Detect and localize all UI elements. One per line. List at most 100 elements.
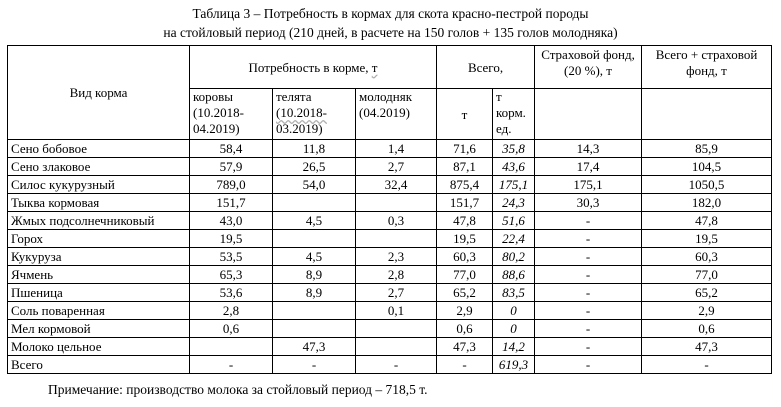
cell-grand-total: 47,8 — [641, 211, 773, 230]
cell-feed-name: Жмых подсолнечниковый — [7, 211, 190, 230]
cell-calves: 11,8 — [272, 139, 356, 158]
cell-feed-name: Сено бобовое — [7, 139, 190, 158]
table-row: Силос кукурузный 789,0 54,0 32,4 875,4 175,1 1… — [7, 175, 773, 194]
cell-total: 87,1 — [436, 157, 493, 176]
cell-feed-name: Молоко цельное — [7, 337, 190, 356]
cell-feed-units: 0 — [491, 319, 536, 338]
header-young: молодняк (04.2019) — [355, 88, 437, 140]
cell-cows: 53,6 — [189, 283, 273, 302]
cell-grand-total: 1050,5 — [641, 175, 773, 194]
cell-cows: 58,4 — [189, 139, 273, 158]
cell-calves — [272, 319, 356, 338]
header-need-group-label: Потребность в корме, — [248, 59, 372, 75]
cell-reserve: - — [534, 229, 643, 248]
cell-young: 32,4 — [355, 175, 437, 194]
cell-feed-name: Горох — [7, 229, 190, 248]
cell-calves: 54,0 — [272, 175, 356, 194]
cell-total: 151,7 — [436, 193, 493, 212]
header-cows-label: коровы — [193, 89, 234, 105]
cell-total: 77,0 — [436, 265, 493, 284]
cell-cows: 53,5 — [189, 247, 273, 266]
cell-feed-units: 175,1 — [491, 175, 536, 194]
table-row: Молоко цельное 47,3 47,3 14,2-47,3 — [7, 337, 773, 356]
cell-feed-units: 0 — [491, 301, 536, 320]
header-calves: телята (10.2018- 03.2019) — [272, 88, 356, 140]
cell-cows: 151,7 — [189, 193, 273, 212]
cell-feed-units: 35,8 — [491, 139, 536, 158]
table-row: Сено злаковое 57,9 26,5 2,7 87,1 43,6 17,4 104,… — [7, 157, 773, 176]
cell-grand-total: 60,3 — [641, 247, 773, 266]
header-reserve: Страховой фонд, (20 %), т — [534, 45, 643, 89]
cell-reserve: - — [534, 247, 643, 266]
table-row: Сено бобовое 58,4 11,8 1,4 71,6 35,8 14,3 85,9 — [7, 139, 773, 158]
cell-grand-total: 104,5 — [641, 157, 773, 176]
cell-cows: - — [189, 355, 273, 374]
cell-feed-name: Ячмень — [7, 265, 190, 284]
table-row: Кукуруза 53,5 4,5 2,3 60,3 80,2-60,3 — [7, 247, 773, 266]
cell-cows: 65,3 — [189, 265, 273, 284]
cell-feed-name: Сено злаковое — [7, 157, 190, 176]
cell-feed-units: 22,4 — [491, 229, 536, 248]
cell-calves: 47,3 — [272, 337, 356, 356]
cell-reserve: - — [534, 211, 643, 230]
table-row: Пшеница 53,6 8,9 2,7 65,2 83,5-65,2 — [7, 283, 773, 302]
cell-feed-units: 43,6 — [491, 157, 536, 176]
cell-feed-units: 24,3 — [491, 193, 536, 212]
feed-requirements-table: Вид корма Потребность в корме, т Всего, … — [7, 45, 773, 374]
table-row: Горох 19,5 19,5 22,4-19,5 — [7, 229, 773, 248]
cell-young — [355, 337, 437, 356]
header-cows: коровы (10.2018-04.2019) — [189, 88, 273, 140]
table-row: Тыква кормовая 151,7 151,7 24,3 30,3 182,0 — [7, 193, 773, 212]
cell-young: - — [355, 355, 437, 374]
cell-feed-name: Силос кукурузный — [7, 175, 190, 194]
header-reserve-empty — [534, 88, 643, 140]
cell-grand-total: 2,9 — [641, 301, 773, 320]
cell-cows — [189, 337, 273, 356]
cell-feed-units: 619,3 — [491, 355, 536, 374]
table-row: Мел кормовой 0,6 0,6 0-0,6 — [7, 319, 773, 338]
cell-young: 2,7 — [355, 283, 437, 302]
cell-young: 0,3 — [355, 211, 437, 230]
cell-reserve: 17,4 — [534, 157, 643, 176]
header-need-group: Потребность в корме, т — [189, 45, 437, 89]
header-calves-label: телята — [276, 89, 312, 105]
cell-young: 2,3 — [355, 247, 437, 266]
cell-grand-total: - — [641, 355, 773, 374]
table-row: Ячмень 65,3 8,9 2,8 77,0 88,6-77,0 — [7, 265, 773, 284]
table-caption: Таблица 3 – Потребность в кормах для ско… — [0, 4, 781, 42]
header-cows-period: (10.2018-04.2019) — [193, 105, 244, 136]
caption-line-2: на стойловый период (210 дней, в расчете… — [163, 25, 618, 40]
cell-reserve: - — [534, 283, 643, 302]
header-total-t: т — [436, 88, 493, 140]
header-calves-period-end: 03.2019) — [276, 121, 323, 136]
header-total-feed-units: т корм. ед. — [491, 88, 536, 140]
cell-grand-total: 19,5 — [641, 229, 773, 248]
cell-feed-name: Тыква кормовая — [7, 193, 190, 212]
header-feed-type: Вид корма — [7, 45, 190, 140]
cell-feed-name: Всего — [7, 355, 190, 374]
cell-reserve: - — [534, 265, 643, 284]
header-need-group-unit: т — [371, 59, 378, 75]
cell-calves: 26,5 — [272, 157, 356, 176]
header-calves-period: (10.2018- — [276, 105, 327, 120]
cell-young: 2,7 — [355, 157, 437, 176]
cell-feed-units: 14,2 — [491, 337, 536, 356]
cell-calves: - — [272, 355, 356, 374]
cell-total: 0,6 — [436, 319, 493, 338]
cell-total: 875,4 — [436, 175, 493, 194]
cell-total: 71,6 — [436, 139, 493, 158]
cell-grand-total: 85,9 — [641, 139, 773, 158]
cell-young: 0,1 — [355, 301, 437, 320]
cell-grand-total: 47,3 — [641, 337, 773, 356]
cell-young: 2,8 — [355, 265, 437, 284]
cell-feed-units: 83,5 — [491, 283, 536, 302]
cell-calves — [272, 301, 356, 320]
cell-cows: 789,0 — [189, 175, 273, 194]
cell-total: 60,3 — [436, 247, 493, 266]
cell-grand-total: 77,0 — [641, 265, 773, 284]
cell-calves: 8,9 — [272, 265, 356, 284]
cell-calves: 4,5 — [272, 211, 356, 230]
cell-cows: 43,0 — [189, 211, 273, 230]
cell-calves: 8,9 — [272, 283, 356, 302]
table-row: Всего - - - -619,3- - — [7, 355, 773, 374]
